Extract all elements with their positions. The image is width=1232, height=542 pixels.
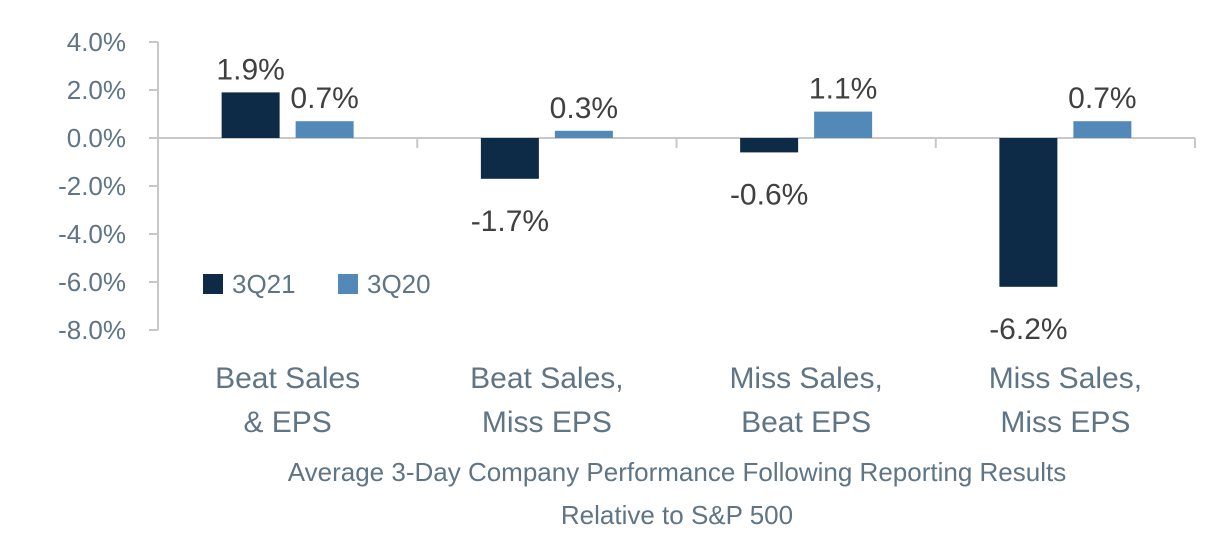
x-axis-title-line: Relative to S&P 500 xyxy=(561,500,793,530)
category-label: Miss Sales, xyxy=(989,362,1142,395)
data-label: 1.9% xyxy=(216,53,284,86)
legend-label-3Q20: 3Q20 xyxy=(367,269,431,299)
category-label: Miss EPS xyxy=(482,406,612,439)
bar-3Q21-1 xyxy=(480,138,539,179)
data-label: -1.7% xyxy=(471,205,549,238)
data-label: 0.7% xyxy=(1068,82,1136,115)
data-label: 1.1% xyxy=(809,73,877,106)
y-tick-label: 2.0% xyxy=(67,75,126,105)
category-label: Miss EPS xyxy=(1000,406,1130,439)
bar-3Q21-3 xyxy=(999,138,1058,287)
legend: 3Q21 3Q20 xyxy=(203,269,431,299)
bar-3Q20-3 xyxy=(1073,121,1132,138)
y-tick-label: -6.0% xyxy=(58,267,126,297)
data-label: 0.3% xyxy=(550,92,618,125)
data-labels: 1.9% -1.7% -0.6% -6.2% 0.7% 0.3% 1.1% 0.7% xyxy=(216,53,1136,345)
category-labels: Beat Sales & EPS Beat Sales, Miss EPS Miss S… xyxy=(215,362,1142,439)
bar-3Q20-0 xyxy=(295,121,354,138)
bar-3Q20-1 xyxy=(554,130,613,138)
y-tick-label: -8.0% xyxy=(58,315,126,345)
y-tick-label: -2.0% xyxy=(58,171,126,201)
legend-label-3Q21: 3Q21 xyxy=(232,269,296,299)
x-axis-title-line: Average 3-Day Company Performance Follow… xyxy=(288,457,1066,487)
category-label: Miss Sales, xyxy=(729,362,882,395)
bars xyxy=(221,92,1132,287)
y-tick-label: 0.0% xyxy=(67,123,126,153)
category-label: Beat EPS xyxy=(741,406,871,439)
data-label: -0.6% xyxy=(730,178,808,211)
legend-swatch-3Q20 xyxy=(338,274,358,294)
x-axis-title: Average 3-Day Company Performance Follow… xyxy=(288,457,1066,530)
data-label: 0.7% xyxy=(290,82,358,115)
bar-3Q21-0 xyxy=(221,92,280,138)
legend-swatch-3Q21 xyxy=(203,274,223,294)
data-label: -6.2% xyxy=(989,313,1067,346)
category-label: Beat Sales xyxy=(215,362,360,395)
y-tick-label: 4.0% xyxy=(67,27,126,57)
y-axis: 4.0% 2.0% 0.0% -2.0% -4.0% -6.0% -8.0% xyxy=(58,27,159,345)
category-label: Beat Sales, xyxy=(470,362,623,395)
bar-3Q20-2 xyxy=(814,111,873,138)
category-label: & EPS xyxy=(243,406,331,439)
y-tick-label: -4.0% xyxy=(58,219,126,249)
bar-3Q21-2 xyxy=(740,138,799,153)
